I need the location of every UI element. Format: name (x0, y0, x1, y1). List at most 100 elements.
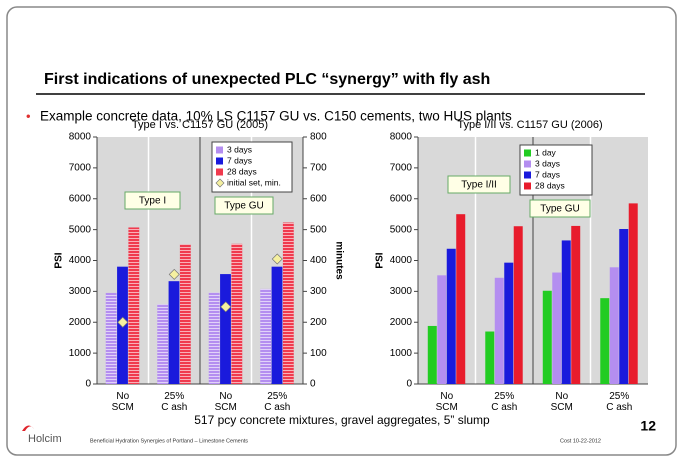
legend-label: 3 days (227, 144, 252, 154)
x-tick-label: No SCM (551, 391, 573, 413)
y-axis-label: PSI (54, 252, 65, 268)
x-tick-label: No SCM (436, 391, 458, 413)
y-tick-label: 1000 (69, 348, 92, 359)
legend-swatch (524, 149, 531, 157)
legend-label: 7 days (535, 169, 560, 179)
x-tick-label: 25% C ash (491, 391, 517, 413)
y-tick-label: 3000 (390, 286, 413, 297)
legend-swatch (524, 160, 531, 168)
group-label: Type GU (540, 204, 579, 215)
y-axis-label: PSI (375, 252, 386, 268)
bar (628, 203, 638, 384)
bullet-mark: • (26, 108, 31, 123)
author-date: Cost 10-22-2012 (560, 438, 601, 444)
legend-label: 28 days (227, 166, 257, 176)
x-tick-label-line: No (555, 391, 568, 402)
x-tick-label-line: No (219, 391, 232, 402)
y2-tick-label: 500 (310, 224, 327, 235)
legend-label: 28 days (535, 180, 565, 190)
y2-tick-label: 600 (310, 193, 327, 204)
bar-hatch (260, 288, 272, 384)
x-tick-label-line: C ash (264, 402, 290, 413)
y-tick-label: 2000 (390, 317, 413, 328)
y-tick-label: 7000 (69, 163, 92, 174)
x-tick-label-line: SCM (112, 402, 134, 413)
bar (552, 272, 562, 384)
marker (168, 268, 180, 280)
x-tick-label-line: C ash (606, 402, 632, 413)
y-tick-label: 5000 (390, 224, 413, 235)
bar (427, 325, 437, 384)
x-tick-label-line: C ash (161, 402, 187, 413)
x-tick-label-line: 25% (267, 391, 287, 402)
y2-axis-label: minutes (333, 241, 344, 280)
y-tick-label: 3000 (69, 286, 92, 297)
legend-swatch (216, 146, 223, 154)
logo: Holcim (28, 433, 62, 445)
bar (571, 225, 581, 384)
bar-hatch (231, 243, 243, 384)
legend-label: initial set, min. (227, 177, 281, 187)
bar (561, 240, 571, 384)
bar (504, 262, 514, 384)
logo-mark (22, 425, 34, 431)
x-tick-label-line: SCM (436, 402, 458, 413)
x-tick-label-line: 25% (164, 391, 184, 402)
group-label: Type GU (224, 201, 263, 212)
y-tick-label: 8000 (69, 132, 92, 143)
x-tick-label: 25% C ash (606, 391, 632, 413)
bar (437, 275, 447, 384)
legend-label: 1 day (535, 147, 557, 157)
y2-tick-label: 200 (310, 317, 327, 328)
legend-swatch (215, 178, 225, 188)
bar (494, 277, 504, 384)
bar (485, 331, 495, 384)
bar (271, 266, 283, 384)
y-tick-label: 0 (85, 379, 91, 390)
x-tick-label: 25% C ash (161, 391, 187, 413)
x-tick-label: No SCM (112, 391, 134, 413)
x-tick-label-line: No (440, 391, 453, 402)
bar (168, 281, 180, 384)
bullet: Example concrete data, 10% LS C1157 GU v… (40, 109, 512, 124)
y-tick-label: 1000 (390, 348, 413, 359)
bar (609, 267, 619, 384)
group-label: Type I (139, 196, 166, 207)
legend-swatch (216, 157, 223, 165)
bar (446, 248, 456, 384)
bar-hatch (105, 292, 117, 384)
y2-tick-label: 300 (310, 286, 327, 297)
bar-hatch (157, 304, 169, 384)
group-label-box (447, 175, 511, 194)
group-label-box (529, 199, 591, 218)
caption: 517 pcy concrete mixtures, gravel aggreg… (194, 413, 490, 427)
legend-swatch (524, 171, 531, 179)
group-label: Type I/II (461, 180, 497, 191)
x-tick-label-line: 25% (494, 391, 514, 402)
legend-label: 7 days (227, 155, 252, 165)
marker (220, 301, 232, 313)
y-tick-label: 4000 (69, 255, 92, 266)
y-tick-label: 8000 (390, 132, 413, 143)
x-tick-label-line: 25% (609, 391, 629, 402)
x-tick-label: 25% C ash (264, 391, 290, 413)
group-label-box (124, 191, 181, 210)
bar (456, 214, 466, 384)
bar-hatch (128, 227, 140, 384)
x-tick-label-line: SCM (551, 402, 573, 413)
legend-swatch (216, 168, 223, 176)
x-tick-label-line: No (116, 391, 129, 402)
y-tick-label: 2000 (69, 317, 92, 328)
y2-tick-label: 400 (310, 255, 327, 266)
bar-hatch (179, 244, 191, 384)
slide-title: First indications of unexpected PLC “syn… (44, 71, 490, 88)
bar (220, 274, 231, 384)
marker (117, 316, 129, 328)
group-label-box (214, 196, 274, 215)
x-tick-label-line: C ash (491, 402, 517, 413)
bar (619, 229, 629, 384)
y-tick-label: 5000 (69, 224, 92, 235)
legend-swatch (524, 182, 531, 190)
bar (600, 298, 610, 384)
